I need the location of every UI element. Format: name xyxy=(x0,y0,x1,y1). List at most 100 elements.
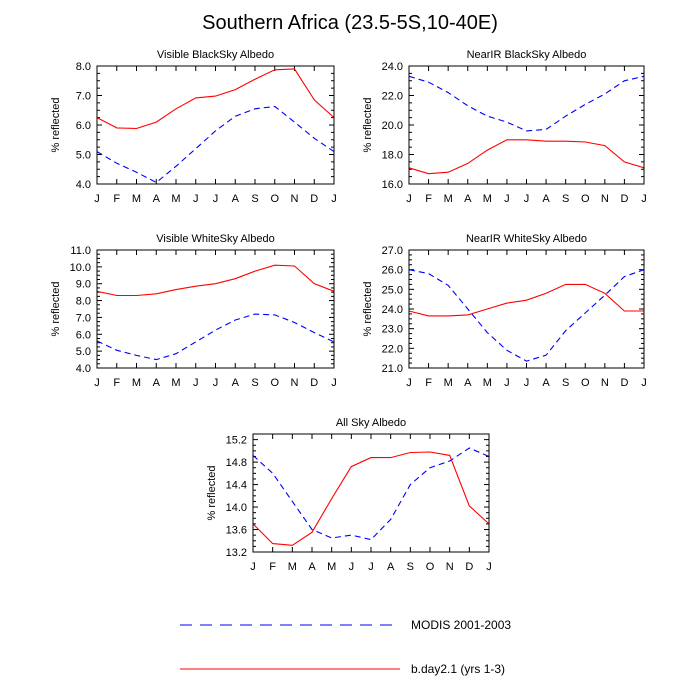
y-tick-label: 20.0 xyxy=(382,120,403,132)
x-tick-label: J xyxy=(504,377,510,389)
y-tick-label: 24.0 xyxy=(382,304,403,316)
y-tick-label: 24.0 xyxy=(382,61,403,73)
x-tick-label: M xyxy=(132,377,141,389)
plot-frame xyxy=(96,65,335,185)
panel-title: NearIR BlackSky Albedo xyxy=(467,49,587,61)
x-tick-label: S xyxy=(251,193,258,205)
x-tick-label: A xyxy=(464,193,472,205)
x-tick-label: J xyxy=(193,377,199,389)
x-tick-label: J xyxy=(331,193,337,205)
y-tick-label: 16.0 xyxy=(382,179,403,191)
x-tick-label: J xyxy=(504,193,510,205)
x-tick-label: A xyxy=(308,561,316,573)
x-tick-label: J xyxy=(349,561,355,573)
panel-title: NearIR WhiteSky Albedo xyxy=(466,233,587,245)
x-tick-label: F xyxy=(425,193,432,205)
x-tick-label: N xyxy=(601,377,609,389)
legend-item: MODIS 2001-2003 xyxy=(180,618,511,632)
y-tick-label: 14.0 xyxy=(226,502,247,514)
x-tick-label: J xyxy=(250,561,256,573)
y-tick-label: 6.0 xyxy=(76,120,91,132)
x-tick-label: N xyxy=(291,377,299,389)
panel-title: All Sky Albedo xyxy=(336,417,406,429)
x-tick-label: D xyxy=(465,561,473,573)
y-tick-label: 27.0 xyxy=(382,245,403,257)
x-tick-label: D xyxy=(310,193,318,205)
y-tick-label: 21.0 xyxy=(382,363,403,375)
x-tick-label: S xyxy=(407,561,414,573)
x-tick-label: D xyxy=(310,377,318,389)
y-tick-label: 11.0 xyxy=(70,245,91,257)
x-tick-label: A xyxy=(542,377,550,389)
series-line-modis xyxy=(96,313,335,361)
x-tick-label: A xyxy=(464,377,472,389)
x-tick-label: J xyxy=(213,193,219,205)
x-tick-label: S xyxy=(562,377,569,389)
y-tick-label: 5.0 xyxy=(76,346,91,358)
x-tick-label: F xyxy=(425,377,432,389)
legend-label: b.day2.1 (yrs 1-3) xyxy=(411,662,505,676)
series-line-modis xyxy=(252,447,490,541)
y-tick-label: 4.0 xyxy=(76,363,91,375)
x-tick-label: M xyxy=(288,561,297,573)
x-tick-label: M xyxy=(171,377,180,389)
y-tick-label: 9.0 xyxy=(76,279,91,291)
y-tick-label: 22.0 xyxy=(382,91,403,103)
figure-title: Southern Africa (23.5-5S,10-40E) xyxy=(202,12,498,34)
x-tick-label: S xyxy=(251,377,258,389)
x-tick-label: O xyxy=(426,561,435,573)
plot-frame xyxy=(408,249,645,369)
y-tick-label: 26.0 xyxy=(382,265,403,277)
plot-frame xyxy=(408,65,645,185)
x-tick-label: F xyxy=(113,193,120,205)
y-axis-label: % reflected xyxy=(206,465,218,520)
legend-label: MODIS 2001-2003 xyxy=(411,618,511,632)
x-tick-label: A xyxy=(232,377,240,389)
x-tick-label: J xyxy=(486,561,492,573)
y-tick-label: 22.0 xyxy=(382,343,403,355)
y-tick-label: 23.0 xyxy=(382,324,403,336)
y-tick-label: 18.0 xyxy=(382,150,403,162)
series-line-model xyxy=(252,451,490,546)
x-tick-label: J xyxy=(641,193,647,205)
y-axis-label: % reflected xyxy=(50,97,62,152)
y-tick-label: 13.6 xyxy=(226,525,247,537)
y-tick-label: 8.0 xyxy=(76,61,91,73)
series-line-model xyxy=(96,264,335,297)
y-axis-label: % reflected xyxy=(362,97,374,152)
y-tick-label: 7.0 xyxy=(76,312,91,324)
y-tick-label: 7.0 xyxy=(76,91,91,103)
y-tick-label: 10.0 xyxy=(70,262,91,274)
panel-title: Visible BlackSky Albedo xyxy=(157,49,274,61)
x-tick-label: N xyxy=(446,561,454,573)
y-tick-label: 5.0 xyxy=(76,150,91,162)
x-tick-label: O xyxy=(270,377,279,389)
x-tick-label: J xyxy=(524,193,530,205)
x-tick-label: M xyxy=(171,193,180,205)
y-tick-label: 6.0 xyxy=(76,329,91,341)
x-tick-label: N xyxy=(601,193,609,205)
x-tick-label: M xyxy=(132,193,141,205)
y-tick-label: 4.0 xyxy=(76,179,91,191)
series-line-model xyxy=(408,283,644,317)
x-tick-label: F xyxy=(269,561,276,573)
series-line-modis xyxy=(408,75,645,132)
x-tick-label: J xyxy=(524,377,530,389)
x-tick-label: A xyxy=(153,193,161,205)
x-tick-label: M xyxy=(327,561,336,573)
x-tick-label: J xyxy=(406,377,412,389)
x-tick-label: M xyxy=(483,193,492,205)
x-tick-label: M xyxy=(444,377,453,389)
panel-title: Visible WhiteSky Albedo xyxy=(156,233,274,245)
x-tick-label: N xyxy=(291,193,299,205)
x-tick-label: O xyxy=(581,377,590,389)
x-tick-label: J xyxy=(94,193,100,205)
x-tick-label: M xyxy=(483,377,492,389)
plot-frame xyxy=(96,249,335,369)
x-tick-label: F xyxy=(113,377,120,389)
